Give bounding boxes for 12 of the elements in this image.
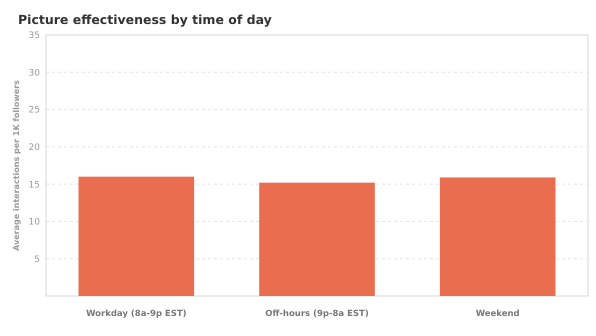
y-tick-label: 30 (28, 68, 40, 78)
x-tick-label: Workday (8a-9p EST) (86, 309, 187, 319)
x-tick-label: Off-hours (9p-8a EST) (265, 309, 369, 319)
x-tick-label: Weekend (476, 309, 520, 319)
y-axis-title: Average interactions per 1K followers (12, 80, 21, 251)
y-tick-label: 35 (28, 31, 40, 42)
y-tick-label: 25 (28, 106, 40, 116)
y-tick-label: 20 (28, 143, 40, 154)
y-tick-label: 10 (28, 218, 40, 228)
y-tick-label: 15 (28, 180, 40, 190)
y-tick-label: 5 (34, 254, 40, 265)
chart-title: Picture effectiveness by time of day (18, 12, 272, 27)
